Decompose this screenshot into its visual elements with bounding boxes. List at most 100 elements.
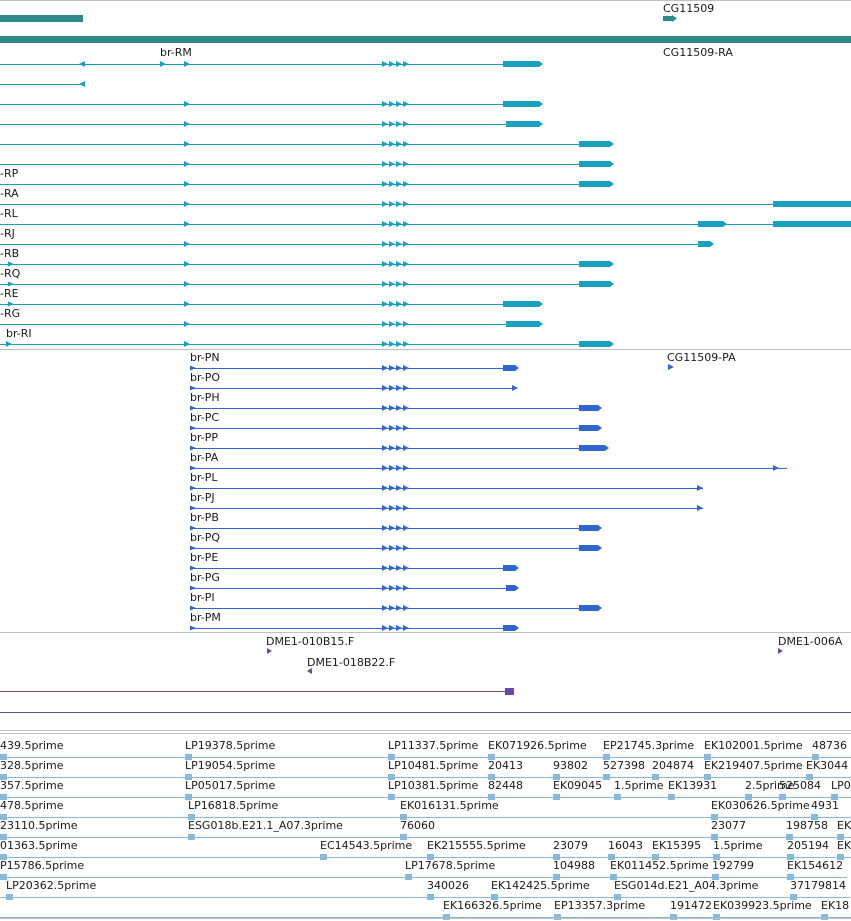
exon-block[interactable] <box>773 201 851 207</box>
est-feature[interactable] <box>0 774 7 780</box>
est-feature[interactable] <box>837 854 844 860</box>
gene-feature[interactable] <box>0 36 851 43</box>
transcript-row[interactable] <box>0 101 543 107</box>
est-feature[interactable] <box>806 774 813 780</box>
protein-row[interactable] <box>190 485 703 491</box>
est-feature[interactable] <box>614 894 621 900</box>
transcript-row[interactable] <box>0 61 543 67</box>
transcript-row[interactable] <box>0 161 614 167</box>
est-feature[interactable] <box>553 854 560 860</box>
est-feature[interactable] <box>427 894 434 900</box>
clone-track[interactable]: DME1-010B15.F DME1-006A DME1-018B22.F <box>0 635 851 734</box>
exon-block[interactable] <box>503 565 515 571</box>
protein-row[interactable] <box>190 405 602 411</box>
protein-track[interactable]: CG11509-PA br-PNbr-PObr-PHbr-PCbr-PPbr-P… <box>0 351 851 633</box>
exon-block[interactable] <box>579 181 610 187</box>
exon-block[interactable] <box>579 341 610 347</box>
transcript-row[interactable] <box>0 201 851 207</box>
exon-block[interactable] <box>698 241 710 247</box>
est-feature[interactable] <box>0 794 7 800</box>
exon-block[interactable] <box>579 425 598 431</box>
est-feature[interactable] <box>786 834 793 840</box>
protein-row[interactable] <box>190 465 787 471</box>
est-feature[interactable] <box>713 854 720 860</box>
protein-row[interactable] <box>190 625 519 631</box>
est-feature[interactable] <box>652 854 659 860</box>
protein-row[interactable] <box>190 365 519 371</box>
est-row[interactable]: P15786.5prime LP17678.5prime 104988 EK01145… <box>0 859 847 880</box>
transcript-row[interactable] <box>0 301 543 307</box>
protein-row[interactable] <box>190 505 703 511</box>
est-feature[interactable] <box>188 834 195 840</box>
est-feature[interactable] <box>488 754 495 760</box>
exon-block[interactable] <box>579 141 610 147</box>
est-feature[interactable] <box>553 794 560 800</box>
est-row[interactable]: 23110.5prime ESG018b.E21.1_A07.3prime 7606… <box>0 819 851 840</box>
est-feature[interactable] <box>712 874 719 880</box>
exon-block[interactable] <box>503 365 515 371</box>
est-feature[interactable] <box>0 754 7 760</box>
exon-block[interactable] <box>503 625 515 631</box>
gene-track[interactable]: CG11509 <box>0 0 851 44</box>
est-feature[interactable] <box>713 914 720 920</box>
est-feature[interactable] <box>787 874 794 880</box>
protein-row[interactable] <box>190 425 602 431</box>
exon-block[interactable] <box>503 301 539 307</box>
est-feature[interactable] <box>488 794 495 800</box>
est-feature[interactable] <box>0 834 7 840</box>
est-feature[interactable] <box>488 774 495 780</box>
est-feature[interactable] <box>388 794 395 800</box>
est-feature[interactable] <box>670 914 677 920</box>
clone-marker-icon[interactable] <box>778 648 783 654</box>
est-feature[interactable] <box>427 854 434 860</box>
est-feature[interactable] <box>405 874 412 880</box>
est-feature[interactable] <box>553 774 560 780</box>
clone-marker-icon[interactable] <box>267 648 272 654</box>
est-feature[interactable] <box>790 894 797 900</box>
exon-block[interactable] <box>579 261 610 267</box>
est-row[interactable]: 328.5prime LP19054.5prime LP10481.5prime 20… <box>0 759 851 780</box>
est-row[interactable]: 439.5prime LP19378.5prime LP11337.5prime EK… <box>0 739 851 760</box>
transcript-row[interactable] <box>0 221 851 227</box>
clone-feature[interactable] <box>505 688 514 695</box>
est-feature[interactable] <box>400 834 407 840</box>
est-feature[interactable] <box>0 874 7 880</box>
transcript-rows[interactable] <box>0 61 851 347</box>
est-feature[interactable] <box>668 794 675 800</box>
transcript-row[interactable] <box>0 81 85 87</box>
exon-block[interactable] <box>579 545 598 551</box>
est-feature[interactable] <box>0 814 7 820</box>
protein-rows[interactable]: br-PN br-PO br-PH br-PC br-PP br-PA br-PL br-PJ… <box>190 351 787 631</box>
transcript-row[interactable] <box>0 241 714 247</box>
gene-feature[interactable] <box>0 15 83 22</box>
est-feature[interactable] <box>652 774 659 780</box>
est-feature[interactable] <box>6 894 13 900</box>
transcript-row[interactable] <box>0 321 543 327</box>
est-feature[interactable] <box>603 754 610 760</box>
est-feature[interactable] <box>711 814 718 820</box>
est-feature[interactable] <box>811 814 818 820</box>
protein-row[interactable] <box>190 385 518 391</box>
gene-feature[interactable] <box>663 16 672 21</box>
est-feature[interactable] <box>745 794 752 800</box>
est-feature[interactable] <box>185 774 192 780</box>
est-feature[interactable] <box>400 814 407 820</box>
est-feature[interactable] <box>704 774 711 780</box>
exon-block[interactable] <box>579 161 610 167</box>
est-feature[interactable] <box>837 834 844 840</box>
est-feature[interactable] <box>779 794 786 800</box>
est-feature[interactable] <box>388 754 395 760</box>
est-feature[interactable] <box>185 794 192 800</box>
est-feature[interactable] <box>821 914 828 920</box>
est-feature[interactable] <box>0 854 7 860</box>
est-row[interactable]: 478.5prime LP16818.5prime EK016131.5prime E… <box>0 799 851 820</box>
est-row[interactable]: EK166326.5prime EP13357.3prime 191472 EK039… <box>0 899 851 920</box>
est-row[interactable]: LP20362.5prime 340026 EK142425.5prime ESG01… <box>0 879 850 900</box>
est-feature[interactable] <box>554 914 561 920</box>
protein-row[interactable] <box>190 585 519 591</box>
exon-block[interactable] <box>579 525 598 531</box>
est-feature[interactable] <box>608 854 615 860</box>
est-feature[interactable] <box>320 854 327 860</box>
exon-block[interactable] <box>773 221 851 227</box>
est-feature[interactable] <box>614 794 621 800</box>
